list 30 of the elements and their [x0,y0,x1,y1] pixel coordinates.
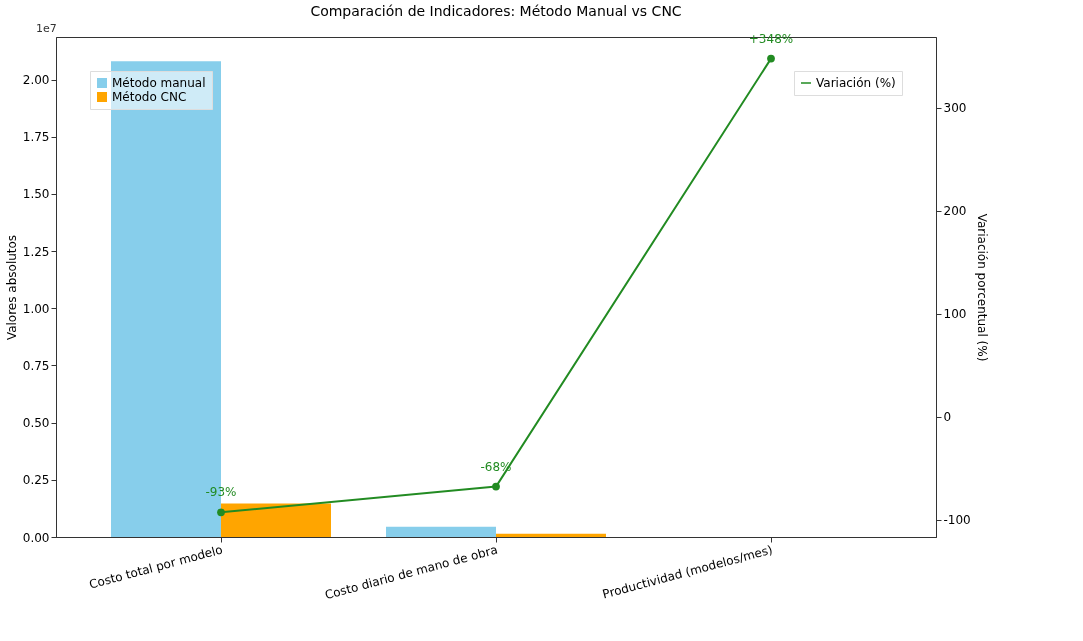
y-tick-label: 0.25 [22,473,50,488]
point [217,508,225,517]
y2-tick-label: 200 [943,204,967,219]
y2-axis-title: Variación porcentual (%) [974,213,989,362]
legend-label: Método manual [112,76,206,90]
text: 1e7 [36,22,57,35]
y-tick-label: 0.50 [22,416,50,431]
y2-tick-label: -100 [943,513,971,528]
bar [221,503,331,537]
point [492,482,500,491]
bar [386,526,496,537]
legend-label: Método CNC [112,90,187,104]
chart-title: Comparación de Indicadores: Método Manual vs CNC [310,3,682,19]
point [767,54,775,63]
x-tick-label: Costo diario de mano de obra [323,542,500,603]
y-tick-label: 1.50 [22,187,50,202]
bar [496,533,606,537]
y2-tick-label: 300 [943,101,967,116]
y-tick-label: 1.25 [22,244,50,259]
y-tick-label: 2.00 [22,73,50,88]
x-tick-label: Costo total por modelo [87,542,225,592]
data-label: -93% [205,485,237,500]
y2-tick-label: 0 [943,410,952,425]
y-tick-label: 1.00 [22,301,50,316]
y2-tick-label: 100 [943,307,967,322]
y-tick-label: 1.75 [22,130,50,145]
legend-label: Variación (%) [816,76,896,90]
y-axis-title: Valores absolutos [4,234,19,341]
y-tick-label: 0.75 [22,358,50,373]
y-tick-label: 0.00 [22,530,50,545]
